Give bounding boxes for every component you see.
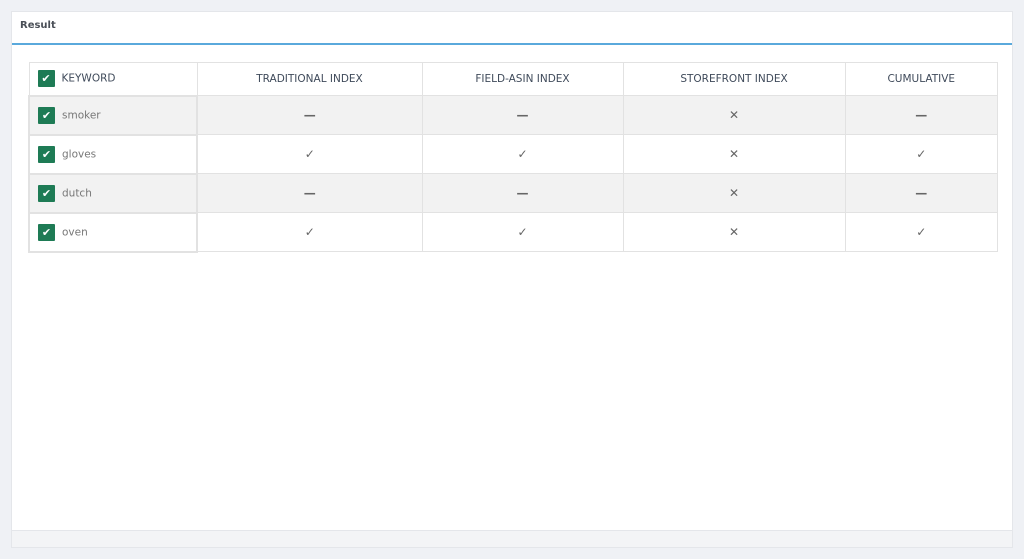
dash-icon: — xyxy=(303,186,316,200)
table-row: ✔ dutch — — ✕ — xyxy=(28,172,998,214)
row-checkbox[interactable]: ✔ xyxy=(38,184,55,202)
keyword-text: oven xyxy=(62,226,88,238)
field_asin-cell: ✓ xyxy=(421,134,624,174)
check-icon: ✓ xyxy=(304,147,315,161)
check-icon: ✓ xyxy=(517,147,528,161)
storefront-cell: ✕ xyxy=(622,95,846,135)
x-icon: ✕ xyxy=(728,225,740,239)
traditional-cell: — xyxy=(196,173,423,213)
table-row: ✔ oven ✓ ✓ ✕ ✓ xyxy=(28,211,998,253)
select-all-checkbox[interactable]: ✔ xyxy=(37,70,55,88)
header-field-asin: FIELD-ASIN INDEX xyxy=(421,62,624,96)
storefront-cell: ✕ xyxy=(622,134,846,174)
dash-icon: — xyxy=(516,108,529,122)
storefront-cell: ✕ xyxy=(622,212,846,252)
keyword-cell: ✔ dutch xyxy=(28,172,198,214)
cumulative-cell: — xyxy=(844,173,998,213)
check-icon: ✓ xyxy=(916,147,927,161)
traditional-cell: ✓ xyxy=(196,134,423,174)
field_asin-cell: ✓ xyxy=(421,212,624,252)
dash-icon: — xyxy=(915,108,928,122)
keyword-text: dutch xyxy=(62,187,92,199)
check-icon: ✓ xyxy=(916,225,927,239)
dash-icon: — xyxy=(303,108,316,122)
dash-icon: — xyxy=(915,186,928,200)
header-cumulative: CUMULATIVE xyxy=(844,62,998,96)
x-icon: ✕ xyxy=(728,108,740,122)
cumulative-cell: ✓ xyxy=(844,134,998,174)
keyword-cell: ✔ smoker xyxy=(28,94,198,136)
check-icon: ✓ xyxy=(304,225,315,239)
keyword-text: gloves xyxy=(62,148,97,160)
table-header-row: ✔ KEYWORD TRADITIONAL INDEX FIELD-ASIN IN… xyxy=(28,62,998,96)
header-storefront: STOREFRONT INDEX xyxy=(622,62,846,96)
traditional-cell: — xyxy=(196,95,423,135)
card-title: Result xyxy=(12,12,1012,45)
row-checkbox[interactable]: ✔ xyxy=(38,145,55,163)
row-checkbox[interactable]: ✔ xyxy=(38,106,55,124)
keyword-text: smoker xyxy=(62,109,101,121)
field_asin-cell: — xyxy=(421,173,624,213)
header-keyword: ✔ KEYWORD xyxy=(28,62,198,96)
storefront-cell: ✕ xyxy=(622,173,846,213)
field_asin-cell: — xyxy=(421,95,624,135)
x-icon: ✕ xyxy=(728,147,740,161)
x-icon: ✕ xyxy=(728,186,740,200)
cumulative-cell: — xyxy=(844,95,998,135)
cumulative-cell: ✓ xyxy=(844,212,998,252)
check-icon: ✓ xyxy=(517,225,528,239)
result-card: Result ✔ KEYWORD TRADITIONAL INDEX FIELD-… xyxy=(11,11,1013,548)
table-row: ✔ gloves ✓ ✓ ✕ ✓ xyxy=(28,133,998,175)
table-row: ✔ smoker — — ✕ — xyxy=(28,94,998,136)
row-checkbox[interactable]: ✔ xyxy=(38,223,55,241)
result-table: ✔ KEYWORD TRADITIONAL INDEX FIELD-ASIN IN… xyxy=(28,62,998,253)
header-traditional: TRADITIONAL INDEX xyxy=(196,62,423,96)
keyword-cell: ✔ gloves xyxy=(28,133,198,175)
card-footer xyxy=(12,530,1012,547)
traditional-cell: ✓ xyxy=(196,212,423,252)
keyword-cell: ✔ oven xyxy=(28,211,198,253)
dash-icon: — xyxy=(516,186,529,200)
